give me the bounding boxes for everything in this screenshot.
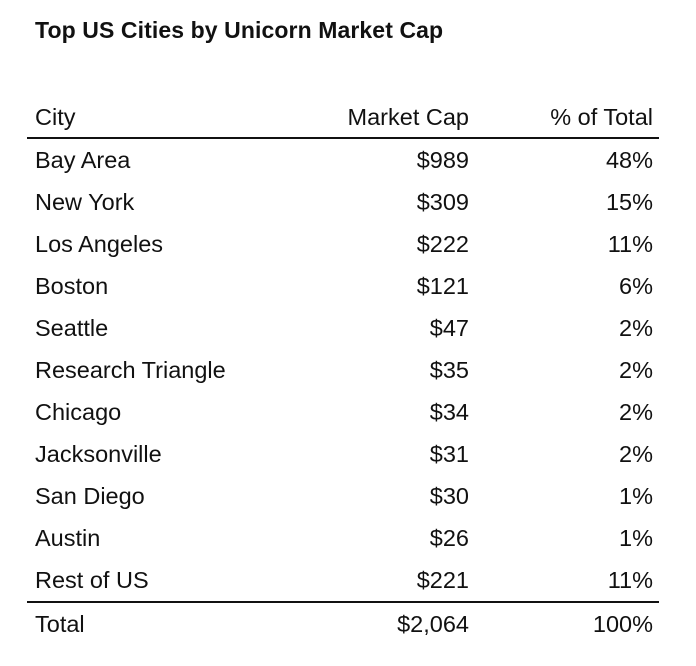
total-market-cap: $2,064 [291,601,475,645]
table-row: Los Angeles $222 11% [27,223,659,265]
table-row: Chicago $34 2% [27,391,659,433]
cell-city: Boston [35,272,109,299]
cell-percent: 2% [619,356,653,383]
table-row: Jacksonville $31 2% [27,433,659,475]
cell-percent: 15% [605,188,653,215]
cell-percent: 48% [605,146,653,173]
table-row: Seattle $47 2% [27,307,659,349]
cell-percent: 11% [607,230,653,257]
cell-city: Research Triangle [35,356,226,383]
cell-market-cap: $47 [429,314,469,341]
cell-market-cap: $30 [429,482,469,509]
cell-percent: 2% [619,314,653,341]
cell-market-cap: $34 [429,398,469,425]
table-row: Boston $121 6% [27,265,659,307]
cell-market-cap: $31 [429,440,469,467]
table-row: Austin $26 1% [27,517,659,559]
table-row: Research Triangle $35 2% [27,349,659,391]
chart-title: Top US Cities by Unicorn Market Cap [35,17,444,43]
header-market-cap: Market Cap [291,97,475,139]
total-percent: 100% [475,601,659,645]
table-row: Bay Area $989 48% [27,138,659,181]
cell-market-cap: $26 [429,524,469,551]
cell-market-cap: $989 [416,146,469,173]
cell-percent: 1% [619,524,653,551]
table-body: Bay Area $989 48% New York $309 15% Los Angele… [27,138,659,602]
header-percent-of-total: % of Total [475,97,659,139]
header-city: City [27,97,291,139]
cell-percent: 2% [619,398,653,425]
cell-market-cap: $35 [429,356,469,383]
cell-market-cap: $309 [416,188,469,215]
market-cap-table: City Market Cap % of Total Bay Area $989 4… [27,97,659,645]
cell-city: Chicago [35,398,122,425]
cell-market-cap: $121 [416,272,469,299]
table-row: Rest of US $221 11% [27,559,659,602]
cell-city: Seattle [35,314,109,341]
table-row: New York $309 15% [27,181,659,223]
table-row: San Diego $30 1% [27,475,659,517]
cell-percent: 11% [607,566,653,593]
cell-market-cap: $222 [416,230,469,257]
cell-city: Los Angeles [35,230,164,257]
cell-city: New York [35,188,135,215]
cell-city: Austin [35,524,101,551]
cell-percent: 2% [619,440,653,467]
cell-city: Bay Area [35,146,131,173]
cell-market-cap: $221 [416,566,469,593]
table-header-row: City Market Cap % of Total [27,97,659,139]
cell-percent: 6% [619,272,653,299]
cell-city: San Diego [35,482,145,509]
total-label: Total [27,601,291,645]
cell-city: Jacksonville [35,440,162,467]
cell-city: Rest of US [35,566,149,593]
total-row: Total $2,064 100% [27,601,659,645]
cell-percent: 1% [619,482,653,509]
